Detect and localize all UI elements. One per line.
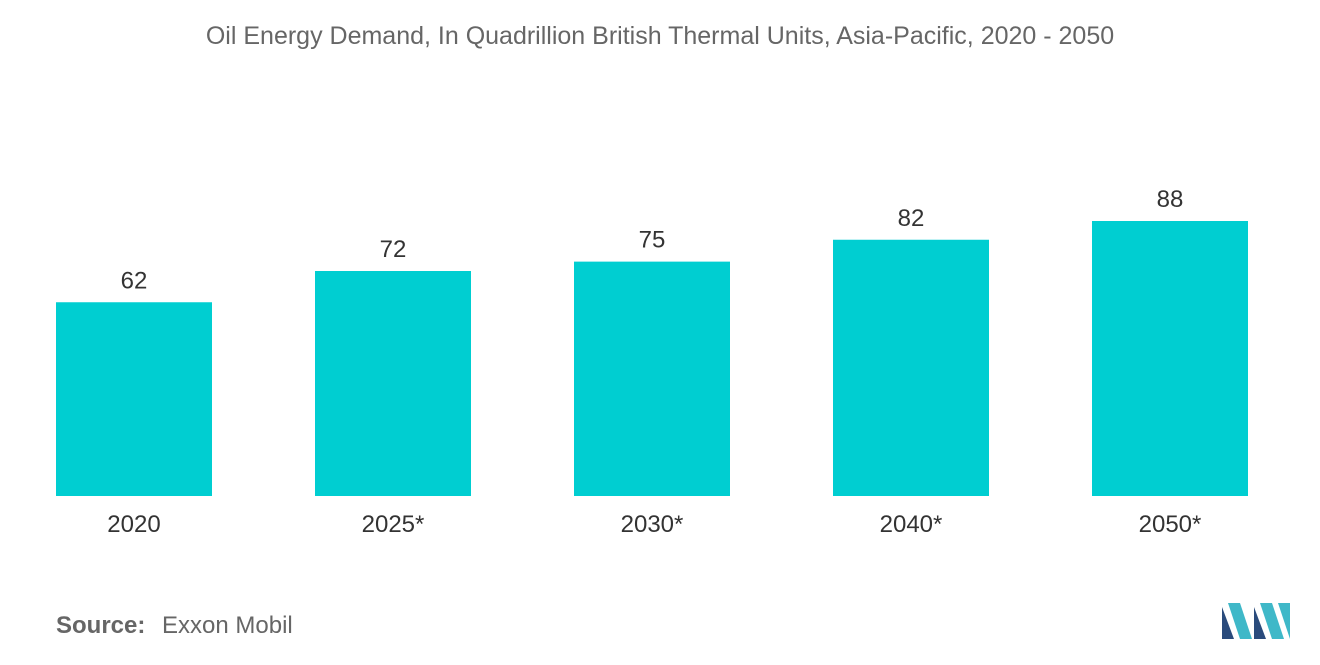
source-value: Exxon Mobil: [162, 612, 293, 639]
data-label-2020: 62: [121, 267, 148, 294]
x-tick-label-2040: 2040*: [880, 511, 943, 538]
x-tick-label-2050: 2050*: [1139, 511, 1202, 538]
brand-logo-icon: [1222, 603, 1290, 639]
bar-2040: [833, 239, 989, 496]
chart-title: Oil Energy Demand, In Quadrillion Britis…: [205, 22, 1115, 50]
source-label: Source:: [56, 612, 146, 639]
bar-chart: 62 2020 72 2025* 75 2030* 82 2040* 88 2050*: [56, 186, 1248, 538]
bar-2030: [574, 261, 730, 496]
data-label-2050: 88: [1157, 186, 1184, 213]
source-note: Source: Exxon Mobil: [56, 612, 293, 640]
x-tick-label-2030: 2030*: [621, 511, 684, 538]
x-tick-label-2020: 2020: [107, 511, 160, 538]
bar-2050: [1092, 221, 1248, 496]
data-label-2040: 82: [898, 205, 925, 232]
bar-2025: [315, 271, 471, 496]
bar-2020: [56, 302, 212, 496]
x-tick-label-2025: 2025*: [362, 511, 425, 538]
data-label-2025: 72: [380, 236, 407, 263]
data-label-2030: 75: [639, 227, 666, 254]
